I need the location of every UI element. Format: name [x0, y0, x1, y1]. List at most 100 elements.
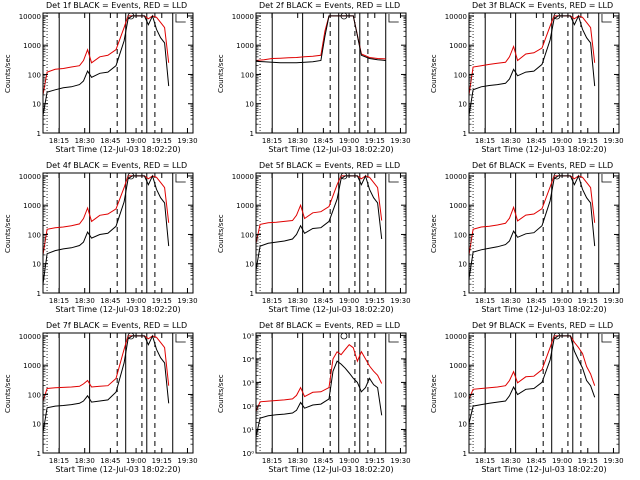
detector-panel-1: 1 10 100 1000 10000 18:15 18:30 18:45 19:00 19:15… — [0, 0, 213, 160]
x-axis-label: Start Time (12-Jul-03 18:02:20) — [268, 145, 394, 154]
series-lld-line — [469, 15, 596, 95]
detector-panel-5: 1 10 100 1000 10000 18:15 18:30 18:45 19:00 19:15… — [213, 160, 426, 320]
panel-title: Det 4f BLACK = Events, RED = LLD — [46, 161, 188, 170]
y-tick-label: 1 — [250, 130, 254, 138]
panel-title: Det 8f BLACK = Events, RED = LLD — [259, 321, 401, 330]
detector-panel-9: 1 10 100 1000 10000 18:15 18:30 18:45 19:00 19:15… — [426, 320, 639, 480]
y-tick-label: 1 — [250, 290, 254, 298]
y-tick-label: 10³ — [242, 379, 254, 387]
series-events-line — [256, 174, 383, 271]
y-tick-label: 10 — [245, 261, 254, 269]
bracket-marker — [388, 174, 399, 183]
panel-title: Det 7f BLACK = Events, RED = LLD — [46, 321, 188, 330]
x-tick-label: 19:15 — [578, 457, 598, 465]
x-tick-label: 19:30 — [390, 297, 410, 305]
bracket-marker — [175, 14, 186, 23]
series-events-line — [43, 14, 170, 116]
plot-frame — [468, 332, 620, 454]
y-tick-label: 10000 — [445, 333, 467, 341]
y-tick-label: 10 — [458, 261, 467, 269]
x-tick-label: 19:15 — [152, 137, 172, 145]
plot-frame — [42, 172, 194, 294]
y-tick-label: 1000 — [23, 42, 41, 50]
series-events-line — [256, 360, 383, 437]
x-tick-label: 18:15 — [262, 457, 282, 465]
plot-frame — [255, 172, 407, 294]
y-tick-label: 100 — [28, 391, 41, 399]
y-tick-label: 10000 — [232, 13, 254, 21]
y-tick-label: 1000 — [236, 202, 254, 210]
x-tick-label: 18:30 — [501, 297, 521, 305]
series-events-line — [469, 174, 596, 280]
detector-panel-2: 1 10 100 1000 10000 18:15 18:30 18:45 19:00 19:15… — [213, 0, 426, 160]
y-tick-label: 10 — [458, 421, 467, 429]
x-tick-label: 19:00 — [552, 457, 572, 465]
x-tick-label: 19:00 — [552, 137, 572, 145]
y-tick-label: 1000 — [236, 42, 254, 50]
x-axis-label: Start Time (12-Jul-03 18:02:20) — [55, 465, 181, 474]
y-tick-label: 10000 — [19, 173, 41, 181]
y-axis-label: Counts/sec — [217, 374, 225, 413]
y-axis-label: Counts/sec — [430, 214, 438, 253]
x-tick-label: 18:15 — [475, 137, 495, 145]
plot-frame — [255, 12, 407, 134]
bracket-marker — [388, 14, 399, 23]
x-tick-label: 18:30 — [75, 457, 95, 465]
x-tick-label: 19:15 — [578, 297, 598, 305]
panel-title: Det 1f BLACK = Events, RED = LLD — [46, 1, 188, 10]
y-axis-label: Counts/sec — [217, 214, 225, 253]
y-tick-label: 10 — [32, 421, 41, 429]
plot-frame — [468, 172, 620, 294]
series-lld-line — [256, 344, 383, 412]
y-tick-label: 100 — [454, 231, 467, 239]
x-axis-label: Start Time (12-Jul-03 18:02:20) — [55, 305, 181, 314]
series-lld-line — [469, 335, 596, 400]
detector-panel-3: 1 10 100 1000 10000 18:15 18:30 18:45 19:00 19:15… — [426, 0, 639, 160]
y-tick-label: 100 — [28, 71, 41, 79]
x-tick-label: 19:00 — [339, 137, 359, 145]
x-axis-label: Start Time (12-Jul-03 18:02:20) — [481, 145, 607, 154]
x-tick-label: 19:15 — [365, 137, 385, 145]
y-tick-label: 100 — [454, 71, 467, 79]
x-tick-label: 18:45 — [313, 297, 333, 305]
x-tick-label: 18:15 — [49, 457, 69, 465]
y-tick-label: 1 — [37, 290, 41, 298]
x-axis-label: Start Time (12-Jul-03 18:02:20) — [481, 305, 607, 314]
x-tick-label: 18:15 — [262, 297, 282, 305]
bracket-marker — [388, 334, 399, 343]
y-tick-label: 1 — [463, 450, 467, 458]
y-tick-label: 10000 — [445, 13, 467, 21]
x-tick-label: 18:30 — [501, 457, 521, 465]
x-axis-label: Start Time (12-Jul-03 18:02:20) — [55, 145, 181, 154]
y-tick-label: 10000 — [445, 173, 467, 181]
plot-frame — [255, 332, 407, 454]
x-tick-label: 18:15 — [49, 137, 69, 145]
y-tick-label: 100 — [241, 71, 254, 79]
x-tick-label: 19:30 — [390, 137, 410, 145]
panel-plot: 1 10 100 1000 10000 18:15 18:30 18:45 19:00 19:15… — [445, 172, 624, 305]
panel-plot: 1 10 100 1000 10000 18:15 18:30 18:45 19:00 19:15… — [445, 332, 624, 465]
x-tick-label: 19:15 — [152, 457, 172, 465]
panel-plot: 1 10 100 1000 10000 18:15 18:30 18:45 19:00 19:15… — [232, 172, 411, 305]
x-axis-label: Start Time (12-Jul-03 18:02:20) — [268, 305, 394, 314]
series-lld-line — [43, 15, 170, 95]
x-tick-label: 18:45 — [313, 457, 333, 465]
y-tick-label: 10¹ — [242, 426, 254, 434]
y-tick-label: 1 — [463, 130, 467, 138]
series-events-line — [469, 335, 596, 424]
panel-title: Det 9f BLACK = Events, RED = LLD — [472, 321, 614, 330]
x-tick-label: 19:30 — [390, 457, 410, 465]
bracket-marker — [175, 174, 186, 183]
y-tick-label: 10 — [245, 101, 254, 109]
series-lld-line — [256, 15, 386, 61]
x-tick-label: 18:15 — [475, 297, 495, 305]
series-lld-line — [43, 175, 170, 255]
y-axis-label: Counts/sec — [4, 54, 12, 93]
panel-plot: 1 10 100 1000 10000 18:15 18:30 18:45 19:00 19:15… — [232, 12, 411, 145]
y-tick-label: 10 — [32, 261, 41, 269]
x-tick-label: 18:30 — [501, 137, 521, 145]
y-axis-label: Counts/sec — [4, 214, 12, 253]
y-axis-label: Counts/sec — [430, 374, 438, 413]
y-tick-label: 10000 — [19, 13, 41, 21]
